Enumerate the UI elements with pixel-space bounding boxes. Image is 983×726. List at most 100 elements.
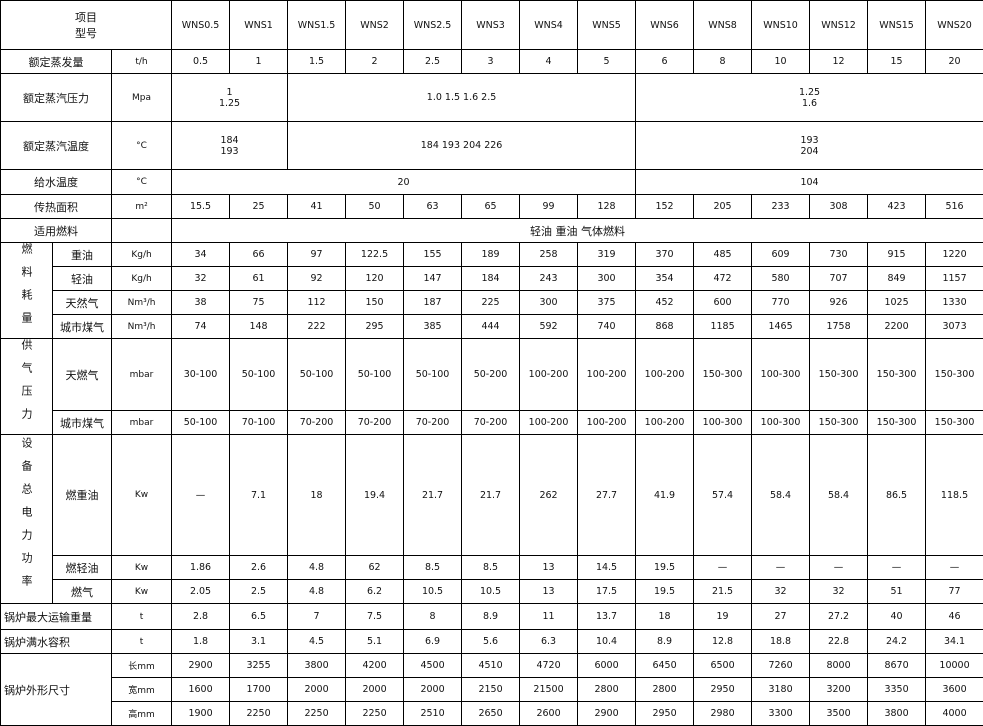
cell-text: 34.1	[943, 636, 966, 647]
value-cell: 10.5	[403, 579, 463, 604]
table-row: 燃气 Kw 2.05 2.5 4.8 6.2 10.5 10.5 13 17.5 19.5 21.5 3…	[1, 579, 983, 604]
cell-text: 50-100	[415, 369, 450, 380]
cell-text: 12.8	[711, 636, 734, 647]
cell-text: 70-100	[241, 417, 276, 428]
cell-text: 3500	[826, 708, 851, 719]
model-label: 型号	[75, 27, 98, 40]
value-cell: 34	[171, 242, 231, 267]
value-cell: 19.4	[345, 434, 405, 556]
value-cell: 1.25 1.6	[635, 73, 983, 122]
model-name: WNS2	[360, 19, 389, 31]
cell-text: 262	[539, 489, 558, 501]
value-cell: 609	[751, 242, 811, 267]
value-cell: 41.9	[635, 434, 695, 556]
cell-text: 50-100	[241, 369, 276, 380]
cell-text: 2510	[420, 708, 445, 719]
value-cell: 2510	[403, 701, 463, 726]
cell-text: 61	[252, 273, 265, 284]
cell-text: 19.5	[653, 562, 676, 573]
unit-text: °C	[136, 140, 147, 151]
unit-text: mbar	[129, 417, 154, 428]
unit-text: 长mm	[128, 662, 155, 672]
value-cell: 2980	[693, 701, 753, 726]
value-cell: 8.9	[461, 603, 521, 630]
cell-text: 1220	[942, 249, 967, 260]
model-name: WNS8	[708, 19, 737, 31]
value-cell: 120	[345, 266, 405, 291]
cell-text: 2900	[188, 660, 213, 671]
value-cell: 222	[287, 314, 347, 339]
value-cell: 21.5	[693, 579, 753, 604]
cell-text: 148	[249, 321, 268, 332]
unit-text: t	[139, 636, 144, 647]
value-cell: 7.5	[345, 603, 405, 630]
value-cell: 18	[635, 603, 695, 630]
value-cell: 150-300	[925, 410, 983, 435]
cell-text: 13	[542, 562, 555, 573]
unit-text: 高mm	[128, 710, 155, 720]
cell-text: 444	[481, 321, 500, 332]
cell-text: 6.3	[540, 636, 557, 647]
cell-text: 75	[252, 297, 265, 308]
cell-text: 21500	[533, 684, 564, 695]
value-cell: 1900	[171, 701, 231, 726]
value-cell: 74	[171, 314, 231, 339]
value-cell: 10	[751, 49, 811, 74]
cell-text: 1.8	[192, 636, 209, 647]
cell-text: 849	[887, 273, 906, 284]
value-cell: 740	[577, 314, 637, 339]
value-cell: 385	[403, 314, 463, 339]
cell-text: 150-300	[702, 369, 743, 380]
cell-text: 66	[252, 249, 265, 260]
cell-text: 1758	[826, 321, 851, 332]
cell-text: —	[195, 489, 206, 501]
cell-text: 27.2	[827, 611, 850, 622]
cell-text: 1	[226, 86, 233, 98]
model-header-cell: WNS3	[461, 0, 521, 50]
value-cell: 63	[403, 194, 463, 219]
value-cell: 2150	[461, 677, 521, 702]
cell-text: 189	[481, 249, 500, 260]
value-cell: 99	[519, 194, 579, 219]
cell-text: 1600	[188, 684, 213, 695]
value-cell: 100-200	[519, 338, 579, 411]
cell-text: 2900	[594, 708, 619, 719]
cell-text: 19	[716, 611, 729, 622]
value-cell: 100-200	[635, 338, 695, 411]
cell-text: 20	[948, 56, 961, 67]
unit-cell: Kg/h	[110, 242, 173, 267]
model-header-cell: WNS10	[751, 0, 811, 50]
cell-text: 10.4	[595, 636, 618, 647]
unit-text: Kg/h	[131, 273, 152, 284]
value-cell: 148	[229, 314, 289, 339]
value-cell: 22.8	[809, 629, 869, 654]
value-cell: 770	[751, 290, 811, 315]
value-cell: 375	[577, 290, 637, 315]
cell-text: 2000	[420, 684, 445, 695]
value-cell: 184 193	[171, 121, 289, 170]
cell-text: 40	[890, 611, 903, 622]
value-cell: 27	[751, 603, 811, 630]
cell-text: 370	[655, 249, 674, 260]
model-header-cell: WNS12	[809, 0, 869, 50]
unit-cell: mbar	[110, 338, 173, 411]
value-cell: 3500	[809, 701, 869, 726]
cell-text: 184 193 204 226	[420, 140, 503, 151]
cell-text: 3300	[768, 708, 793, 719]
table-row: 额定蒸汽压力 Mpa 1 1.25 1.0 1.5 1.6 2.5 1.25 1.6	[0, 73, 983, 122]
unit-cell	[110, 218, 173, 243]
cell-text: 8	[429, 611, 436, 622]
unit-text: m²	[135, 201, 148, 212]
cell-text: 74	[194, 321, 207, 332]
unit-text: 宽mm	[128, 686, 155, 696]
value-cell: 3200	[809, 677, 869, 702]
value-cell: 18.8	[751, 629, 811, 654]
unit-cell: t/h	[110, 49, 173, 74]
value-cell: 12	[809, 49, 869, 74]
model-header-cell: WNS4	[519, 0, 579, 50]
cell-text: 3200	[826, 684, 851, 695]
cell-text: 4200	[362, 660, 387, 671]
cell-text: 100-200	[586, 369, 627, 380]
value-cell: 915	[867, 242, 927, 267]
group-label: 设备总电力功率	[0, 434, 53, 604]
